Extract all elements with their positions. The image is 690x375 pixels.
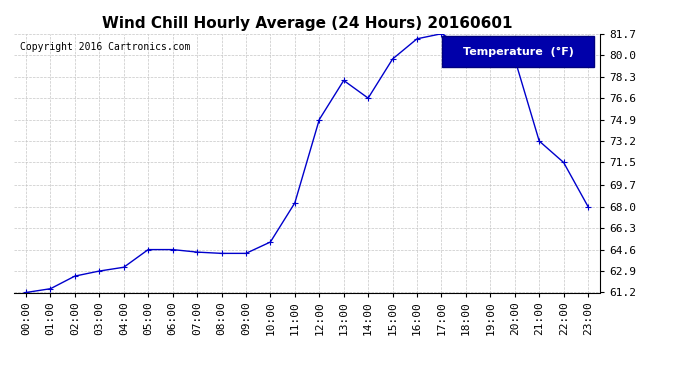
Title: Wind Chill Hourly Average (24 Hours) 20160601: Wind Chill Hourly Average (24 Hours) 201…	[102, 16, 512, 31]
FancyBboxPatch shape	[442, 36, 594, 68]
Text: Temperature  (°F): Temperature (°F)	[463, 47, 573, 57]
Text: Copyright 2016 Cartronics.com: Copyright 2016 Cartronics.com	[19, 42, 190, 51]
